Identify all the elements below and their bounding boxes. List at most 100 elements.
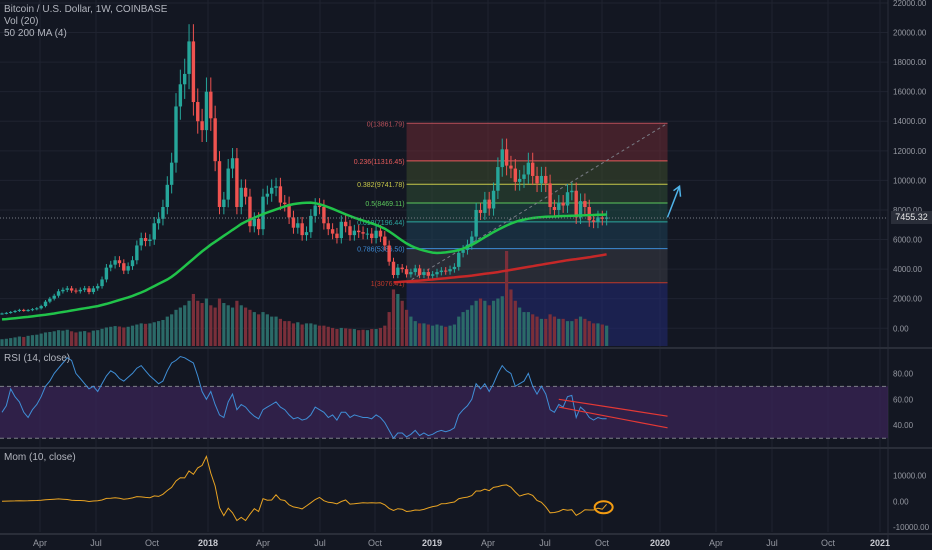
volume-bar-1 bbox=[4, 338, 8, 346]
candle-body-91 bbox=[396, 267, 400, 276]
candle-body-74 bbox=[322, 207, 326, 224]
price-tick-7: 8000.00 bbox=[893, 206, 922, 215]
candle-body-57 bbox=[248, 196, 252, 227]
volume-bar-55 bbox=[239, 305, 243, 346]
candle-body-98 bbox=[426, 272, 430, 276]
volume-bar-89 bbox=[387, 312, 391, 346]
volume-bar-113 bbox=[491, 300, 496, 346]
volume-bar-66 bbox=[287, 321, 291, 346]
rsi-pane[interactable] bbox=[0, 355, 888, 440]
volume-bar-27 bbox=[117, 326, 122, 346]
volume-bar-120 bbox=[522, 312, 526, 346]
volume-bar-74 bbox=[322, 325, 326, 346]
volume-bar-105 bbox=[457, 316, 461, 346]
volume-bar-104 bbox=[452, 324, 456, 346]
volume-bar-139 bbox=[605, 325, 609, 346]
candle-body-10 bbox=[43, 301, 48, 307]
volume-bar-3 bbox=[13, 337, 17, 346]
ma-legend[interactable]: 50 200 MA (4) bbox=[4, 28, 67, 39]
volume-bar-4 bbox=[17, 336, 21, 346]
volume-bar-88 bbox=[383, 325, 387, 346]
volume-bar-98 bbox=[426, 324, 430, 346]
candle-body-131 bbox=[570, 190, 574, 193]
rsi-tick-0: 80.00 bbox=[893, 369, 914, 378]
volume-bar-2 bbox=[9, 338, 13, 346]
candle-body-115 bbox=[500, 149, 504, 168]
time-tick-0: Apr bbox=[33, 538, 47, 548]
candle-body-22 bbox=[96, 286, 100, 289]
rsi-legend[interactable]: RSI (14, close) bbox=[4, 353, 71, 364]
volume-bar-78 bbox=[339, 327, 343, 346]
volume-bar-109 bbox=[474, 300, 478, 346]
volume-bar-131 bbox=[570, 321, 574, 346]
volume-bar-121 bbox=[526, 312, 530, 346]
price-tick-4: 14000.00 bbox=[893, 117, 927, 126]
time-axis[interactable]: Apr Jul Oct 2018 Apr Jul Oct 2019 Apr Jul Oct 2020 A… bbox=[33, 538, 890, 548]
fib-label-1: 0.236(11316.45) bbox=[354, 159, 405, 166]
volume-bar-11 bbox=[48, 331, 52, 346]
volume-bar-118 bbox=[513, 300, 517, 346]
time-tick-13: Jul bbox=[766, 538, 778, 548]
candle-body-87 bbox=[378, 230, 383, 237]
time-tick-3: 2018 bbox=[198, 538, 218, 548]
time-tick-14: Oct bbox=[821, 538, 836, 548]
volume-bar-13 bbox=[56, 330, 61, 346]
volume-bar-34 bbox=[148, 323, 152, 346]
candle-body-25 bbox=[109, 264, 113, 268]
candle-body-40 bbox=[174, 106, 178, 163]
candle-body-70 bbox=[304, 232, 309, 236]
candle-body-102 bbox=[444, 270, 448, 272]
fib-label-6: 1(3076.41) bbox=[371, 281, 405, 288]
volume-bar-122 bbox=[531, 314, 535, 346]
volume-bar-57 bbox=[248, 309, 252, 346]
candle-body-43 bbox=[187, 41, 191, 74]
volume-bar-117 bbox=[509, 289, 513, 346]
volume-legend[interactable]: Vol (20) bbox=[4, 16, 39, 27]
candle-body-89 bbox=[387, 245, 391, 262]
fib-trendline bbox=[406, 122, 668, 284]
volume-bar-6 bbox=[26, 335, 30, 346]
candle-body-0 bbox=[0, 313, 4, 315]
symbol-legend[interactable]: Bitcoin / U.S. Dollar, 1W, COINBASE bbox=[4, 4, 168, 15]
candle-body-56 bbox=[243, 187, 248, 197]
candle-body-7 bbox=[30, 309, 35, 311]
momentum-line bbox=[1, 454, 607, 522]
candle-body-75 bbox=[326, 223, 330, 230]
volume-bar-58 bbox=[252, 312, 256, 346]
candle-body-30 bbox=[130, 260, 135, 267]
volume-bar-36 bbox=[157, 321, 161, 346]
volume-bar-61 bbox=[265, 314, 269, 346]
volume-bar-53 bbox=[230, 307, 235, 346]
volume-bar-59 bbox=[257, 314, 261, 346]
candle-body-79 bbox=[343, 221, 348, 227]
candle-body-67 bbox=[291, 217, 296, 228]
volume-bar-125 bbox=[544, 318, 548, 346]
candle-body-94 bbox=[409, 272, 413, 275]
volume-bar-12 bbox=[52, 331, 56, 346]
volume-bar-119 bbox=[518, 307, 522, 346]
projection-arrowhead bbox=[673, 184, 682, 197]
candle-body-53 bbox=[230, 158, 235, 169]
volume-bars bbox=[0, 251, 609, 346]
mom-legend[interactable]: Mom (10, close) bbox=[4, 452, 76, 463]
volume-bar-128 bbox=[557, 318, 561, 346]
candle-body-61 bbox=[265, 193, 270, 197]
volume-bar-7 bbox=[30, 335, 35, 346]
candle-body-18 bbox=[78, 289, 82, 292]
candle-body-108 bbox=[470, 236, 474, 245]
volume-bar-91 bbox=[396, 293, 400, 346]
volume-bar-107 bbox=[465, 309, 470, 346]
volume-bar-20 bbox=[87, 332, 91, 346]
momentum-pane[interactable] bbox=[1, 454, 614, 522]
mom-tick-2: -10000.00 bbox=[893, 523, 930, 532]
candle-body-72 bbox=[313, 205, 317, 216]
volume-bar-133 bbox=[578, 316, 583, 346]
rsi-line bbox=[1, 355, 607, 440]
candle-body-110 bbox=[478, 209, 483, 213]
candle-body-46 bbox=[200, 121, 204, 131]
volume-bar-82 bbox=[357, 330, 361, 346]
candle-body-64 bbox=[278, 186, 283, 203]
candle-body-82 bbox=[357, 230, 361, 233]
candle-body-103 bbox=[448, 269, 452, 272]
